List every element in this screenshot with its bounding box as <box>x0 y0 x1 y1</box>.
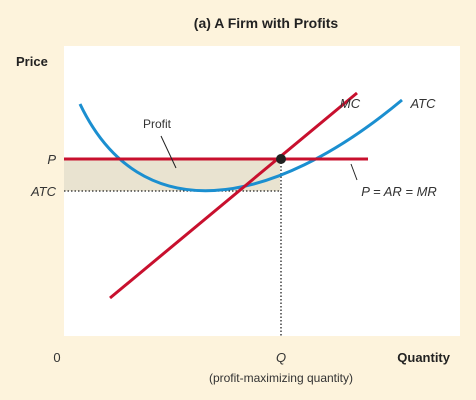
mc-label: MC <box>340 96 361 111</box>
x-axis-label: Quantity <box>397 350 450 365</box>
x-tick-q: Q <box>276 350 286 365</box>
origin-label: 0 <box>53 350 60 365</box>
profit-leader-line <box>160 135 177 169</box>
profit-label: Profit <box>143 117 172 131</box>
demand-label: P = AR = MR <box>361 184 437 199</box>
y-tick-price: P <box>47 152 56 167</box>
profit-max-point <box>276 154 286 164</box>
atc-label: ATC <box>409 96 436 111</box>
y-tick-atc: ATC <box>30 184 57 199</box>
y-axis-label: Price <box>16 54 48 69</box>
mc-line <box>109 91 358 300</box>
demand-leader-line <box>350 163 358 181</box>
x-tick-note: (profit-maximizing quantity) <box>209 371 353 385</box>
atc-curve <box>78 98 403 193</box>
figure-title: (a) A Firm with Profits <box>194 15 339 31</box>
